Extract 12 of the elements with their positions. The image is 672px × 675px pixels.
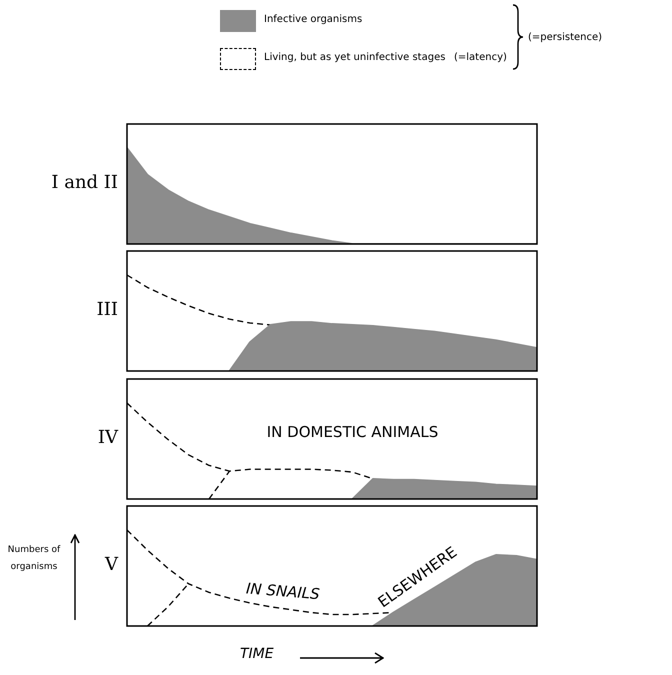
x-axis-title: TIME xyxy=(240,646,274,662)
text: IV xyxy=(96,427,118,448)
y-axis-title: Numbers of organisms xyxy=(6,544,62,574)
text: (=persistence) xyxy=(528,32,602,43)
annotation: IN SNAILS xyxy=(245,579,321,604)
legend-label: Infective organisms xyxy=(264,14,362,25)
text: I and II xyxy=(50,172,118,193)
legend-label: Living, but as yet uninfective stages xyxy=(264,52,446,63)
text: V xyxy=(105,554,118,575)
text: (=latency) xyxy=(454,52,507,63)
text: III xyxy=(96,299,118,320)
annotation: IN DOMESTIC ANIMALS xyxy=(266,422,438,441)
